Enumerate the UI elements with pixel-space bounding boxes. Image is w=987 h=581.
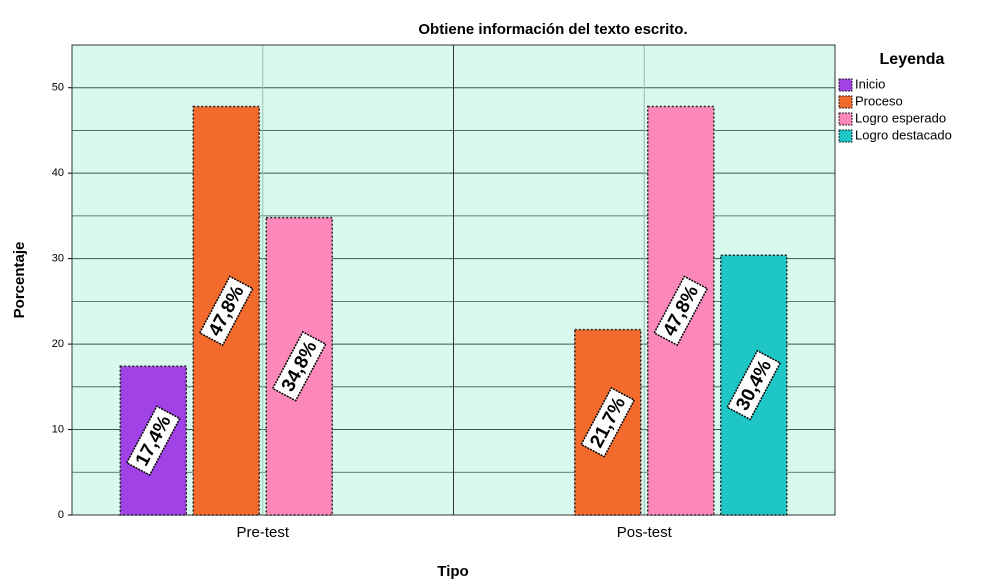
value-label-box [726, 349, 782, 421]
legend-label: Logro destacado [855, 127, 952, 142]
value-label-box [653, 275, 709, 347]
legend-swatch [838, 129, 853, 143]
legend-swatch [838, 95, 853, 109]
legend-label: Logro esperado [855, 110, 946, 125]
legend-title: Leyenda [880, 51, 945, 68]
x-axis-title: Tipo [437, 563, 468, 580]
y-tick-label: 10 [52, 423, 64, 435]
y-tick-label: 50 [52, 82, 64, 94]
value-label: 34,8% [271, 330, 327, 402]
legend-label: Inicio [855, 76, 885, 91]
value-label-box [198, 275, 254, 347]
legend-swatch [838, 112, 853, 126]
y-tick-label: 0 [58, 509, 64, 521]
y-tick-label: 20 [52, 338, 64, 350]
y-tick-label: 30 [52, 253, 64, 265]
value-label-box [125, 405, 181, 477]
legend-swatch [838, 78, 853, 92]
x-tick-label: Pre-test [236, 524, 289, 541]
y-tick-label: 40 [52, 167, 64, 179]
value-label-box [580, 386, 636, 458]
legend-label: Proceso [855, 93, 903, 108]
plot-border [71, 44, 836, 516]
y-axis-title: Porcentaje [11, 242, 28, 319]
chart-title: Obtiene información del texto escrito. [418, 21, 687, 38]
x-tick-label: Pos-test [617, 524, 673, 541]
